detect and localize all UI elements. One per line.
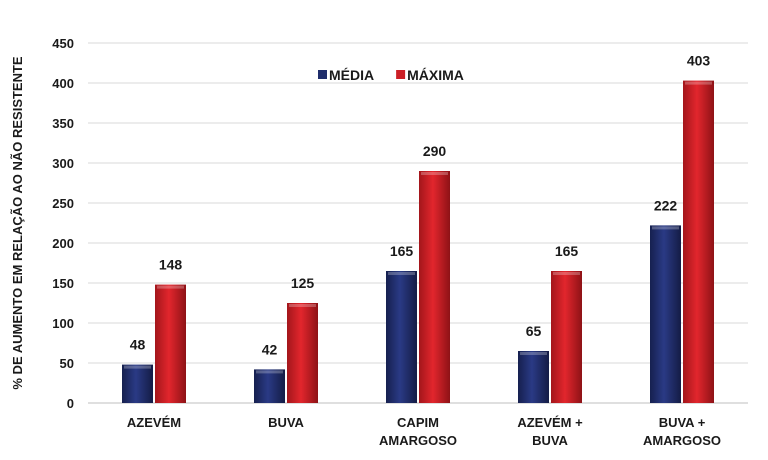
- bar-highlight: [421, 172, 448, 175]
- x-tick-label: BUVA +: [659, 415, 706, 430]
- bar-highlight: [256, 370, 283, 374]
- y-tick-label: 200: [52, 236, 74, 251]
- bar-highlight: [652, 226, 679, 230]
- data-label: 48: [130, 337, 146, 353]
- bar-highlight: [520, 352, 547, 355]
- data-label: 222: [654, 197, 678, 213]
- data-label: 42: [262, 341, 278, 357]
- bar-highlight: [553, 272, 580, 275]
- x-tick-label: AMARGOSO: [379, 433, 457, 448]
- y-tick-label: 0: [67, 396, 74, 411]
- bar-maxima: [683, 80, 714, 403]
- bar-maxima: [551, 271, 582, 403]
- y-tick-label: 150: [52, 276, 74, 291]
- x-tick-label: CAPIM: [397, 415, 439, 430]
- y-tick-label: 450: [52, 36, 74, 51]
- x-tick-label: BUVA: [532, 433, 568, 448]
- bar-media: [122, 364, 153, 403]
- y-tick-label: 250: [52, 196, 74, 211]
- bar-media: [650, 225, 681, 403]
- bar-highlight: [289, 304, 316, 307]
- legend-swatch: [318, 70, 327, 79]
- data-label: 290: [423, 143, 447, 159]
- data-label: 65: [526, 323, 542, 339]
- y-axis-label: % DE AUMENTO EM RELAÇÃO AO NÃO RESISTENT…: [10, 56, 25, 390]
- data-label: 165: [555, 243, 579, 259]
- data-label: 403: [687, 53, 711, 69]
- bar-maxima: [155, 284, 186, 403]
- x-tick-label: AMARGOSO: [643, 433, 721, 448]
- x-tick-label: BUVA: [268, 415, 304, 430]
- data-label: 148: [159, 257, 183, 273]
- y-tick-label: 350: [52, 116, 74, 131]
- y-tick-label: 300: [52, 156, 74, 171]
- data-label: 125: [291, 275, 315, 291]
- bar-maxima: [419, 171, 450, 403]
- legend-label: MÉDIA: [329, 67, 374, 83]
- legend: MÉDIA MÁXIMA: [318, 67, 464, 83]
- bar-media: [518, 351, 549, 403]
- bar-media: [386, 271, 417, 403]
- bar-highlight: [124, 365, 151, 369]
- bar-highlight: [685, 81, 712, 85]
- y-tick-label: 100: [52, 316, 74, 331]
- x-tick-label: AZEVÉM: [127, 415, 181, 430]
- data-label: 165: [390, 243, 414, 259]
- bar-media: [254, 369, 285, 403]
- y-tick-label: 400: [52, 76, 74, 91]
- legend-swatch: [396, 70, 406, 79]
- bar-maxima: [287, 303, 318, 403]
- bar-highlight: [157, 285, 184, 289]
- legend-label: MÁXIMA: [407, 67, 464, 83]
- x-tick-label: AZEVÉM +: [517, 415, 583, 430]
- y-tick-label: 50: [60, 356, 74, 371]
- bar-highlight: [388, 272, 415, 275]
